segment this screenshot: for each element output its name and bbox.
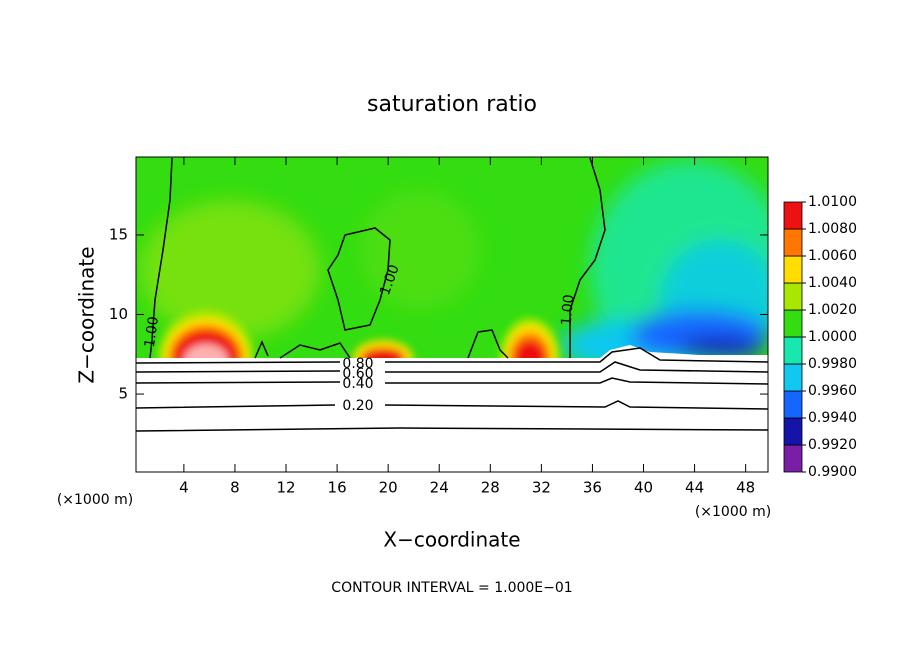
contour-line-unlabeled [136, 427, 768, 432]
contour-line [327, 227, 391, 331]
x-tick-label: 16 [328, 479, 347, 497]
x-tick-label: 12 [276, 479, 295, 497]
contour-line [149, 157, 173, 359]
x-tick-label: 8 [230, 479, 240, 497]
colorbar-label: 0.9960 [808, 383, 857, 399]
colorbar-label: 1.0040 [808, 275, 857, 291]
footnote: CONTOUR INTERVAL = 1.000E−01 [331, 580, 572, 596]
colorbar-bin [783, 255, 803, 284]
colorbar-bin [783, 363, 803, 392]
x-tick-label: 24 [430, 479, 449, 497]
colorbar-label: 0.9940 [808, 410, 857, 426]
chart-title: saturation ratio [367, 92, 537, 117]
y-tick-label: 5 [118, 385, 128, 403]
x-axis-title: X−coordinate [383, 528, 520, 552]
colorbar-bin [783, 444, 803, 473]
x-tick-label: 4 [179, 479, 189, 497]
contour-label: 0.20 [342, 398, 373, 414]
field: 1.00 1.00 1.00 0.80 0.60 0.40 0.20 [136, 157, 768, 472]
x-tick-label: 40 [634, 479, 653, 497]
x-tick-label: 28 [481, 479, 500, 497]
x-tick-label: 48 [736, 479, 755, 497]
y-tick-label: 10 [109, 305, 128, 323]
x-unit: (×1000 m) [57, 492, 133, 508]
colorbar-label: 1.0100 [808, 194, 857, 210]
x-tick-label: 32 [532, 479, 551, 497]
x-tick-label: 20 [379, 479, 398, 497]
colorbar-label: 1.0020 [808, 302, 857, 318]
contour-label: 0.80 [342, 356, 373, 372]
contour-line [569, 157, 606, 358]
contour-line [136, 361, 768, 373]
contour-label: 0.40 [342, 376, 373, 392]
contour-label: 1.00 [559, 294, 578, 326]
colorbar-bin [783, 228, 803, 257]
colorbar-bin [783, 201, 803, 230]
x-tick-label: 44 [685, 479, 704, 497]
colorbar-label: 1.0080 [808, 221, 857, 237]
colorbar-bin [783, 282, 803, 311]
colorbar-label: 1.0000 [808, 329, 857, 345]
y-tick-label: 15 [109, 225, 128, 243]
x-unit: (×1000 m) [695, 504, 771, 520]
colorbar-label: 0.9900 [808, 464, 857, 480]
contour-label: 1.00 [142, 315, 162, 348]
y-axis-title: Z−coordinate [75, 246, 99, 383]
x-tick-label: 36 [583, 479, 602, 497]
contour-line [136, 400, 768, 410]
colorbar-label: 0.9920 [808, 437, 857, 453]
subsaturated-region [136, 345, 768, 472]
contour-line [136, 347, 768, 364]
colorbar-bin [783, 336, 803, 365]
colorbar-bin [783, 390, 803, 419]
contour-line [136, 377, 768, 385]
contour-line [254, 329, 509, 359]
colorbar-label: 0.9980 [808, 356, 857, 372]
contour-label: 0.60 [342, 366, 373, 382]
colorbar-bin [783, 309, 803, 338]
colorbar-bin [783, 417, 803, 446]
colorbar-label: 1.0060 [808, 248, 857, 264]
